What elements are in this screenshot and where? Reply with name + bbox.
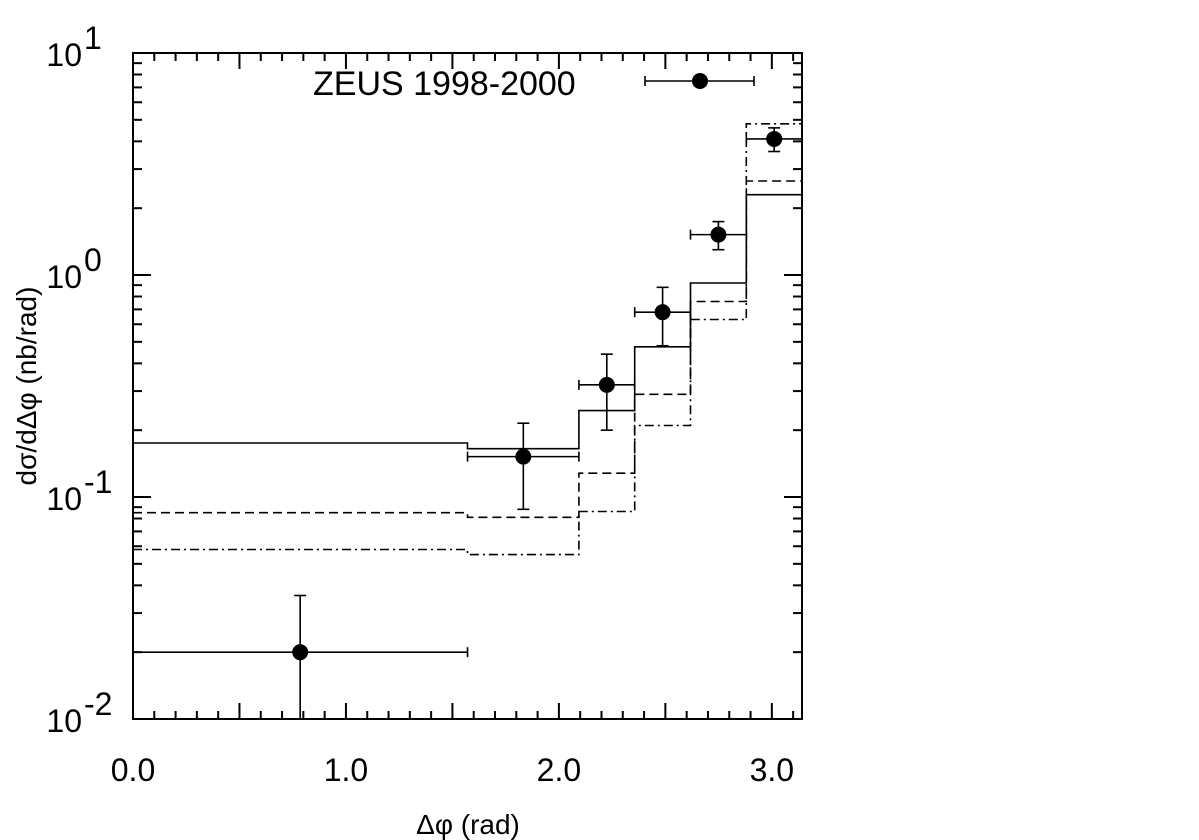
y-tick-exponent: 0 — [84, 242, 102, 278]
histogram-solid — [133, 193, 802, 450]
x-tick-labels: 0.0 1.0 2.0 3.0 — [111, 752, 794, 788]
y-axis-title: dσ/dΔφ (nb/rad) — [11, 287, 42, 486]
x-tick-label: 0.0 — [111, 752, 155, 788]
y-tick-exponent: 1 — [84, 20, 102, 56]
data-point — [766, 130, 783, 147]
plot-frame — [132, 52, 803, 720]
histogram-dash-dot — [133, 123, 802, 556]
legend: ZEUS 1998-2000 — [313, 65, 755, 103]
y-tick-exponent: -1 — [84, 464, 112, 500]
data-point — [654, 304, 671, 321]
data-point — [710, 226, 727, 243]
x-tick-label: 3.0 — [750, 752, 794, 788]
y-tick-exponent: -2 — [84, 686, 112, 722]
data-point — [515, 448, 532, 465]
x-tick-label: 1.0 — [324, 752, 368, 788]
y-tick-label: 10 — [46, 703, 82, 739]
y-tick-label: 10 — [46, 259, 82, 295]
axis-ticks — [132, 53, 802, 720]
y-tick-label: 10 — [46, 481, 82, 517]
legend-marker-point — [692, 73, 708, 89]
histogram-dashed — [133, 180, 802, 519]
histogram-series — [133, 123, 802, 556]
data-point — [292, 644, 309, 661]
legend-label: ZEUS 1998-2000 — [313, 65, 576, 103]
x-axis-title: Δφ (rad) — [416, 809, 520, 840]
x-tick-label: 2.0 — [537, 752, 581, 788]
data-point — [598, 376, 615, 393]
y-tick-label: 10 — [46, 37, 82, 73]
data-points — [132, 127, 803, 719]
